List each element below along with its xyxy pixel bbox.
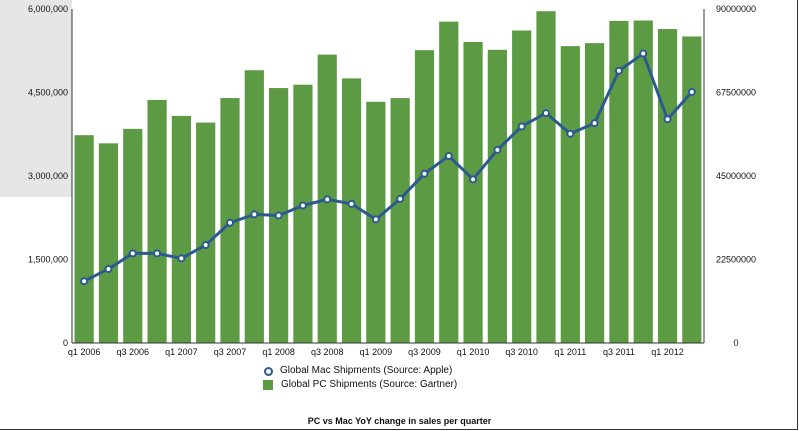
pc-bar-18 — [512, 30, 532, 344]
legend-item-mac: Global Mac Shipments (Source: Apple) — [262, 364, 457, 378]
right-tick-label: 90000000 — [716, 4, 756, 14]
pc-bar-25 — [682, 36, 702, 344]
tick-labels: 0 1,500,000 3,000,000 4,500,000 6,000,000 0 22… — [28, 4, 756, 357]
mac-point-10 — [323, 195, 332, 204]
pc-bar-17 — [487, 49, 507, 343]
legend-pc-swatch — [263, 380, 273, 390]
mac-point-5 — [201, 241, 210, 250]
x-tick-label: q3 2007 — [214, 347, 247, 357]
mac-point-23 — [639, 49, 648, 58]
mac-point-17 — [493, 145, 502, 154]
x-tick-label: q3 2010 — [505, 347, 538, 357]
pc-bar-5 — [196, 122, 216, 343]
mac-point-22 — [614, 66, 623, 75]
legend-mac-label: Global Mac Shipments (Source: Apple) — [280, 365, 453, 376]
x-tick-label: q1 2011 — [554, 347, 586, 357]
mac-point-20 — [566, 129, 575, 138]
mac-point-14 — [420, 169, 429, 178]
left-axis-band — [0, 0, 72, 197]
mac-point-6 — [226, 218, 234, 227]
x-tick-label: q3 2006 — [116, 347, 149, 357]
right-tick-label: 0 — [733, 338, 738, 348]
mac-point-16 — [469, 175, 478, 184]
mac-point-15 — [444, 151, 453, 160]
pc-bar-14 — [414, 50, 435, 343]
mac-point-8 — [274, 211, 283, 220]
pc-bar-19 — [536, 11, 556, 343]
pc-bar-11 — [341, 78, 362, 344]
mac-point-12 — [371, 215, 380, 224]
right-tick-label: 22500000 — [716, 255, 756, 265]
mac-point-18 — [517, 122, 526, 131]
pc-bar-1 — [98, 143, 119, 343]
mac-point-24 — [663, 115, 672, 124]
mac-point-3 — [153, 249, 162, 258]
mac-point-21 — [590, 119, 599, 128]
pc-bar-23 — [633, 20, 653, 343]
mac-point-7 — [250, 210, 259, 219]
left-tick-label: 3,000,000 — [28, 171, 68, 181]
mac-point-0 — [80, 277, 89, 286]
pc-bar-20 — [560, 46, 580, 344]
pc-bar-22 — [609, 20, 629, 343]
mac-point-9 — [298, 201, 307, 210]
pc-bar-21 — [585, 43, 605, 343]
mac-series-line — [83, 52, 693, 283]
legend-item-pc: Global PC Shipments (Source: Gartner) — [262, 378, 457, 392]
left-tick-label: 4,500,000 — [28, 88, 68, 98]
legend: Global Mac Shipments (Source: Apple) Glo… — [262, 364, 457, 392]
left-tick-label: 1,500,000 — [28, 255, 68, 265]
legend-pc-label: Global PC Shipments (Source: Gartner) — [281, 379, 458, 390]
legend-mac-marker — [262, 366, 274, 376]
x-tick-label: q1 2008 — [262, 347, 295, 357]
pc-bar-24 — [657, 29, 678, 343]
pc-bar-2 — [123, 128, 143, 343]
x-tick-label: q1 2010 — [457, 347, 490, 357]
mac-point-13 — [396, 194, 405, 203]
right-tick-label: 67500000 — [716, 88, 756, 98]
x-tick-label: q3 2011 — [603, 347, 635, 357]
pc-shipments-bars — [74, 11, 702, 344]
x-tick-label: q1 2009 — [360, 347, 393, 357]
mac-point-25 — [687, 87, 696, 96]
x-tick-label: q1 2007 — [165, 347, 198, 357]
pc-bar-4 — [171, 115, 191, 343]
mac-point-2 — [128, 249, 137, 258]
mac-point-19 — [542, 109, 550, 118]
right-tick-label: 45000000 — [716, 171, 756, 181]
pc-bar-7 — [244, 70, 264, 343]
pc-bar-15 — [439, 21, 459, 344]
mac-shipments-line — [80, 49, 696, 286]
pc-bar-16 — [463, 42, 483, 343]
left-tick-label: 0 — [63, 338, 68, 348]
x-tick-label: q1 2006 — [68, 347, 101, 357]
left-tick-label: 6,000,000 — [28, 4, 68, 14]
chart-axes — [71, 9, 705, 344]
x-tick-label: q1 2012 — [651, 347, 684, 357]
pc-bar-3 — [147, 99, 167, 343]
x-tick-label: q3 2008 — [311, 347, 344, 357]
chart-title: PC vs Mac YoY change in sales per quarte… — [307, 416, 492, 426]
mac-point-1 — [104, 264, 113, 273]
mac-point-11 — [347, 199, 356, 208]
mac-point-4 — [177, 254, 186, 263]
pc-bar-13 — [390, 98, 410, 343]
x-tick-label: q3 2009 — [408, 347, 441, 357]
pc-bar-0 — [74, 135, 94, 343]
pc-bar-9 — [293, 84, 313, 344]
